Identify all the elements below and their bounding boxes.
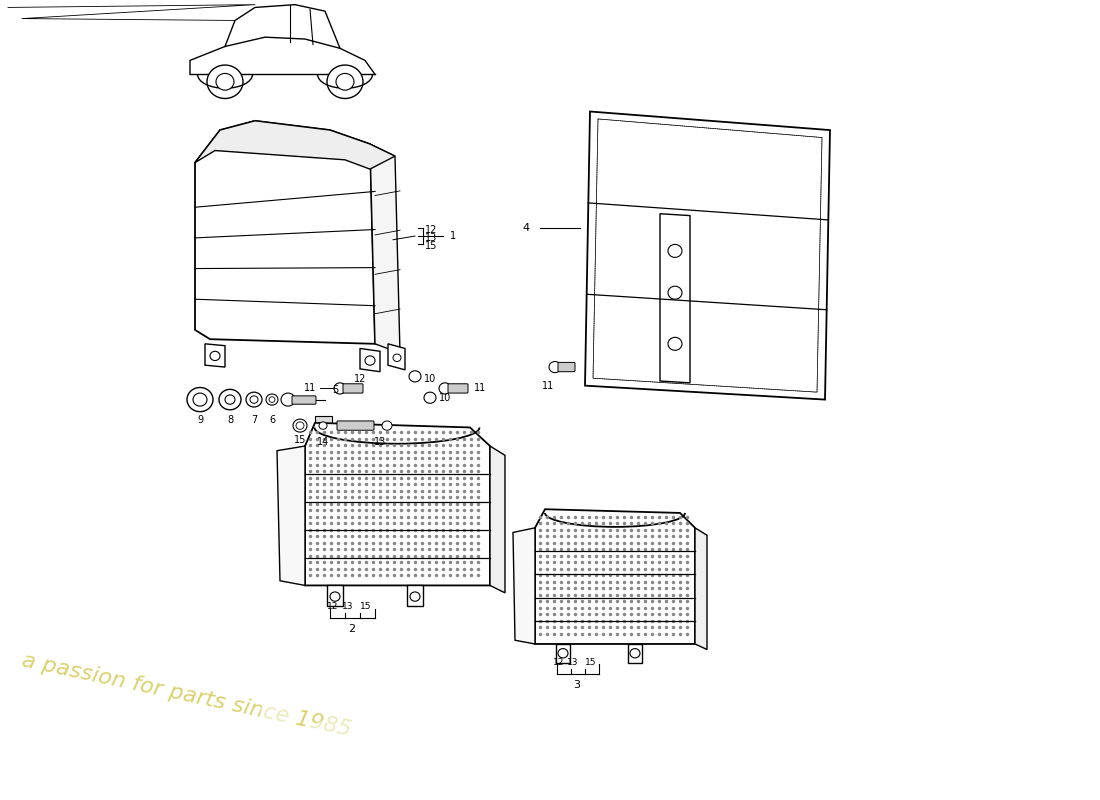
Text: 11: 11: [474, 383, 486, 394]
FancyBboxPatch shape: [292, 396, 316, 404]
Circle shape: [558, 649, 568, 658]
Text: 1: 1: [450, 231, 456, 241]
Text: 15: 15: [361, 602, 372, 611]
Circle shape: [246, 392, 262, 407]
Circle shape: [668, 338, 682, 350]
Circle shape: [668, 244, 682, 258]
Text: 15: 15: [585, 658, 596, 667]
FancyBboxPatch shape: [558, 362, 575, 372]
Circle shape: [192, 393, 207, 406]
Text: 8: 8: [227, 415, 233, 425]
Text: 12: 12: [354, 374, 366, 384]
Polygon shape: [305, 423, 490, 586]
Circle shape: [410, 592, 420, 602]
Circle shape: [439, 383, 451, 394]
Text: 13: 13: [374, 438, 386, 447]
Text: 14: 14: [317, 438, 329, 447]
Text: 13: 13: [425, 233, 437, 243]
Polygon shape: [195, 121, 395, 169]
Text: 10: 10: [424, 374, 436, 384]
Circle shape: [365, 356, 375, 365]
Text: 12: 12: [328, 602, 339, 611]
Circle shape: [226, 395, 235, 404]
Text: 15: 15: [294, 435, 306, 446]
Text: 2: 2: [349, 624, 355, 634]
Circle shape: [296, 422, 304, 430]
Circle shape: [219, 390, 241, 410]
Circle shape: [630, 649, 640, 658]
Circle shape: [250, 396, 258, 403]
Text: 9: 9: [197, 415, 204, 425]
Polygon shape: [585, 111, 830, 399]
Polygon shape: [388, 344, 405, 370]
Circle shape: [330, 592, 340, 602]
FancyBboxPatch shape: [448, 384, 468, 393]
Polygon shape: [360, 349, 379, 372]
Text: 10: 10: [439, 393, 451, 402]
Circle shape: [549, 362, 561, 373]
Text: 5: 5: [332, 386, 338, 395]
Polygon shape: [277, 446, 305, 586]
Circle shape: [216, 74, 234, 90]
Polygon shape: [370, 144, 400, 353]
Text: 6: 6: [268, 415, 275, 425]
Polygon shape: [315, 416, 332, 435]
Circle shape: [207, 65, 243, 98]
Polygon shape: [513, 528, 535, 644]
FancyBboxPatch shape: [343, 384, 363, 393]
Circle shape: [334, 383, 346, 394]
Polygon shape: [535, 510, 695, 644]
Polygon shape: [327, 586, 343, 606]
Circle shape: [266, 394, 278, 405]
Polygon shape: [556, 644, 570, 662]
Text: 4: 4: [522, 222, 530, 233]
Circle shape: [319, 422, 327, 430]
Circle shape: [424, 392, 436, 403]
Text: 3: 3: [573, 680, 581, 690]
Text: 12: 12: [425, 225, 437, 234]
Circle shape: [668, 286, 682, 299]
Text: a passion for parts since 1985: a passion for parts since 1985: [20, 650, 353, 740]
FancyBboxPatch shape: [337, 421, 374, 430]
Text: 11: 11: [542, 381, 554, 390]
Circle shape: [336, 74, 354, 90]
Text: 13: 13: [342, 602, 354, 611]
Polygon shape: [205, 344, 225, 367]
Text: 15: 15: [425, 242, 437, 251]
Text: 11: 11: [304, 383, 316, 394]
Polygon shape: [660, 214, 690, 383]
Text: 12: 12: [553, 658, 564, 667]
Circle shape: [280, 393, 295, 406]
Polygon shape: [628, 644, 642, 662]
Circle shape: [293, 419, 307, 432]
Text: 7: 7: [251, 415, 257, 425]
Text: 13: 13: [568, 658, 579, 667]
Text: Danes: Danes: [250, 632, 783, 781]
Circle shape: [210, 351, 220, 361]
Circle shape: [270, 397, 275, 402]
Text: euro: euro: [30, 539, 422, 688]
Polygon shape: [195, 121, 375, 344]
Polygon shape: [695, 528, 707, 650]
Circle shape: [393, 354, 402, 362]
Polygon shape: [407, 586, 424, 606]
Polygon shape: [490, 446, 505, 593]
Circle shape: [327, 65, 363, 98]
Circle shape: [409, 370, 421, 382]
Circle shape: [382, 421, 392, 430]
Circle shape: [187, 387, 213, 412]
